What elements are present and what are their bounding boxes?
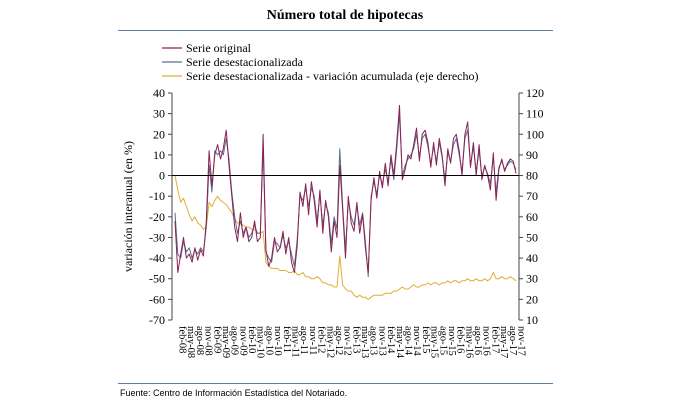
x-tick-label: feb-13 (350, 326, 361, 353)
plot-area (174, 104, 517, 300)
x-tick-label: may-14 (394, 326, 405, 359)
right-tick-label: 50 (526, 230, 538, 244)
x-tick-label: may-17 (498, 326, 509, 358)
chart-title: Número total de hipotecas (266, 8, 424, 23)
x-tick-label: feb-09 (211, 326, 222, 353)
x-tick-label: feb-16 (455, 326, 466, 353)
x-tick-label: nov-16 (481, 326, 492, 356)
source-note: Fuente: Centro de Información Estadístic… (120, 388, 348, 398)
right-tick-label: 90 (526, 148, 538, 162)
x-tick-label: ago-13 (368, 326, 379, 355)
x-tick-label: may-10 (255, 326, 266, 358)
x-tick-label: nov-09 (237, 326, 248, 356)
left-tick-label: -50 (149, 272, 165, 286)
left-tick-label: 20 (153, 127, 165, 141)
right-tick-label: 10 (526, 313, 538, 327)
right-tick-label: 110 (526, 107, 544, 121)
left-tick-label: 10 (153, 148, 165, 162)
legend-label: Serie original (186, 41, 252, 55)
right-tick-label: 40 (526, 251, 538, 265)
x-tick-label: nov-13 (376, 326, 387, 356)
x-tick-label: nov-10 (272, 326, 283, 356)
left-tick-label: -70 (149, 313, 165, 327)
x-tick-label: feb-14 (385, 326, 396, 354)
left-tick-label: -30 (149, 230, 165, 244)
right-tick-label: 70 (526, 189, 538, 203)
x-tick-label: ago-12 (333, 326, 344, 355)
series-original-line (174, 104, 517, 273)
left-tick-label: -20 (149, 210, 165, 224)
x-tick-label: feb-10 (246, 326, 257, 353)
right-tick-label: 20 (526, 292, 538, 306)
x-tick-label: may-08 (185, 326, 196, 358)
x-tick-label: may-12 (324, 326, 335, 358)
x-tick-label: ago-11 (298, 326, 309, 355)
left-tick-label: -10 (149, 189, 165, 203)
x-tick-label: nov-15 (446, 326, 457, 356)
left-tick-label: 40 (153, 86, 165, 100)
x-tick-label: ago-08 (194, 326, 205, 355)
left-tick-label: 0 (159, 169, 165, 183)
x-tick-label: ago-17 (507, 326, 518, 355)
legend-label: Serie desestacionalizada - variación acu… (186, 69, 479, 83)
left-tick-label: 30 (153, 107, 165, 121)
x-tick-label: ago-16 (472, 326, 483, 355)
y-axis-label: variación interanual (en %) (121, 141, 135, 272)
x-tick-label: feb-17 (489, 326, 500, 353)
x-tick-label: feb-08 (177, 326, 188, 353)
left-tick-label: -60 (149, 292, 165, 306)
legend-label: Serie desestacionalizada (186, 55, 304, 69)
bottom-rule (118, 383, 553, 384)
x-tick-label: may-16 (463, 326, 474, 358)
left-tick-label: -40 (149, 251, 165, 265)
x-tick-label: nov-17 (516, 326, 527, 356)
chart-svg: 403020100-10-20-30-40-50-60-701201101009… (121, 41, 544, 359)
x-tick-label: ago-15 (437, 326, 448, 355)
right-tick-label: 120 (526, 86, 544, 100)
x-tick-label: may-09 (220, 326, 231, 358)
x-tick-label: ago-14 (403, 326, 414, 356)
x-tick-label: feb-11 (281, 326, 292, 353)
x-tick-label: nov-11 (307, 326, 318, 355)
right-tick-label: 30 (526, 272, 538, 286)
x-tick-label: feb-12 (316, 326, 327, 353)
right-tick-label: 80 (526, 169, 538, 183)
x-tick-label: may-15 (429, 326, 440, 358)
x-tick-label: may-11 (290, 326, 301, 358)
right-tick-label: 100 (526, 127, 544, 141)
title-rule (118, 30, 553, 31)
x-tick-label: ago-10 (263, 326, 274, 355)
x-tick-label: may-13 (359, 326, 370, 358)
series-acumulada-line (174, 175, 517, 300)
x-tick-label: feb-15 (420, 326, 431, 353)
x-tick-label: nov-14 (411, 326, 422, 356)
x-tick-label: nov-08 (203, 326, 214, 356)
right-tick-label: 60 (526, 210, 538, 224)
axes: 403020100-10-20-30-40-50-60-701201101009… (121, 86, 544, 359)
x-tick-label: nov-12 (342, 326, 353, 356)
x-tick-label: ago-09 (229, 326, 240, 355)
